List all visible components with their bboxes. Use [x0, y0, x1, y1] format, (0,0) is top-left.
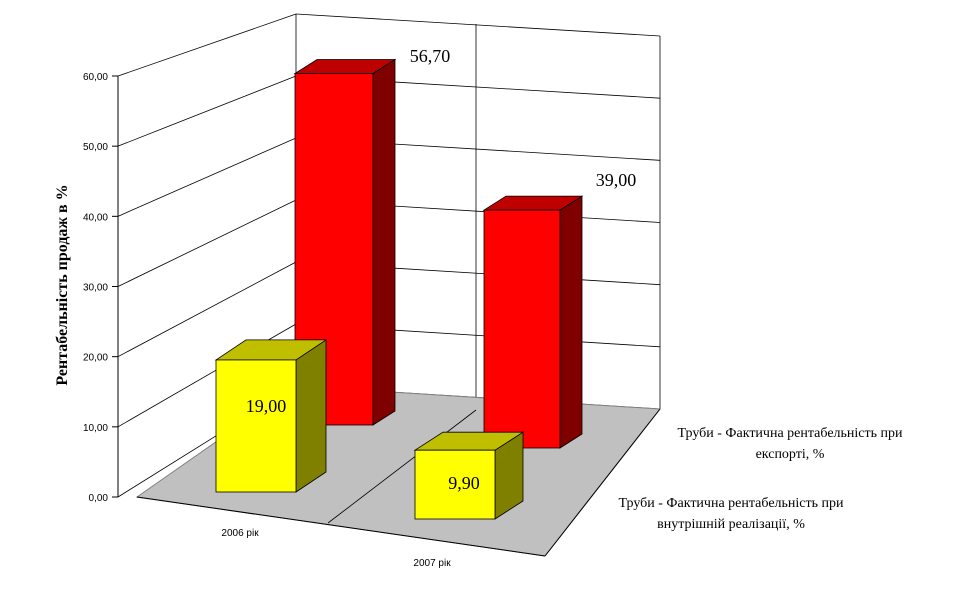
- gridline-left: [117, 75, 297, 147]
- bar-front: [215, 359, 297, 493]
- series-label: експорті, %: [756, 447, 825, 462]
- x-axis-line: [136, 496, 546, 557]
- bar-side: [372, 58, 396, 426]
- gridline-left: [117, 261, 297, 358]
- data-label: 39,00: [596, 170, 637, 190]
- y-axis-label: Рентабельність продаж в %: [54, 184, 71, 385]
- gridline-left: [117, 137, 297, 217]
- data-label: 9,90: [448, 473, 480, 493]
- y-tick-label: 50,00: [83, 142, 108, 153]
- depth-axis-line: [544, 408, 661, 557]
- bar-side: [295, 339, 327, 493]
- chart-labels: 0,00 10,00 20,00 30,00 40,00 50,00 60,00 2006 р…: [83, 46, 903, 569]
- bar-front: [483, 209, 561, 449]
- x-tick-label: 2007 рік: [413, 558, 451, 569]
- y-tick-label: 10,00: [83, 423, 108, 434]
- chart-bars: [214, 58, 584, 520]
- gridline-back: [295, 13, 661, 37]
- x-tick-label: 2006 рік: [221, 528, 259, 539]
- bar-side: [559, 195, 583, 449]
- series-label: Труби - Фактична рентабельність при: [619, 496, 844, 511]
- series-label: внутрішній реалізації, %: [657, 517, 805, 532]
- bar-domestic-0: [214, 339, 328, 493]
- bar-export-1: [482, 195, 584, 449]
- y-tick-label: 40,00: [83, 212, 108, 223]
- bar-front: [414, 449, 496, 520]
- y-tick-label: 20,00: [83, 353, 108, 364]
- gridline-left: [117, 13, 297, 77]
- data-label: 56,70: [410, 46, 451, 66]
- series-label: Труби - Фактична рентабельність при: [678, 426, 903, 441]
- bar-domestic-1: [413, 431, 525, 520]
- gridline-left: [117, 199, 297, 287]
- y-tick-label: 30,00: [83, 283, 108, 294]
- y-tick-label: 0,00: [89, 493, 109, 504]
- category-divider: [327, 409, 477, 524]
- data-label: 19,00: [246, 396, 287, 416]
- y-tick-label: 60,00: [83, 72, 108, 83]
